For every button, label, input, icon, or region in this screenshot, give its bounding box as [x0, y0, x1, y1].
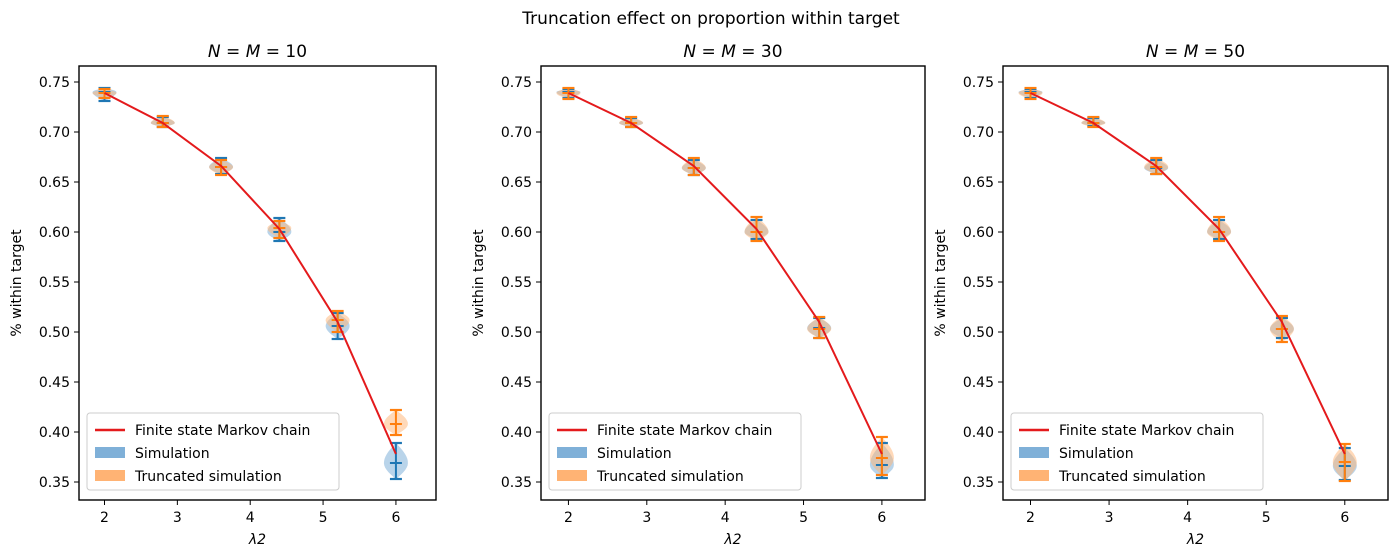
y-axis-label: % within target — [9, 229, 25, 337]
plot-frame — [1002, 65, 1389, 501]
x-tick-label: 2 — [564, 510, 573, 526]
legend-label-markov: Finite state Markov chain — [597, 423, 772, 439]
y-tick-label: 0.65 — [39, 175, 70, 191]
y-tick-label: 0.55 — [963, 275, 994, 291]
panel-title-variables: N = M = — [208, 42, 286, 62]
x-tick-label: 5 — [319, 510, 328, 526]
x-tick-label: 4 — [721, 510, 730, 526]
legend-label-markov: Finite state Markov chain — [1059, 423, 1234, 439]
legend-label-markov: Finite state Markov chain — [135, 423, 310, 439]
y-tick-label: 0.40 — [963, 425, 994, 441]
y-tick-label: 0.75 — [963, 75, 994, 91]
legend-label-simulation: Simulation — [135, 446, 210, 462]
y-tick-label: 0.60 — [39, 225, 70, 241]
x-tick-label: 2 — [1026, 510, 1035, 526]
legend-label-truncated: Truncated simulation — [1058, 469, 1206, 485]
markov-chain-line — [1030, 92, 1346, 455]
x-tick-label: 6 — [877, 510, 886, 526]
legend-swatch-truncated — [95, 470, 125, 481]
panel-title-variables: N = M = — [1146, 42, 1224, 62]
chart-panel-2: 0.35 0.40 0.45 0.50 0.55 0.60 0.65 0.70 0.75 2 3 4 5… — [471, 42, 926, 548]
y-axis-label: % within target — [471, 229, 487, 337]
y-tick-label: 0.45 — [39, 375, 70, 391]
figure-suptitle: Truncation effect on proportion within t… — [521, 9, 900, 29]
panel-title-value: 10 — [285, 42, 307, 62]
legend: Finite state Markov chain Simulation Trunc… — [86, 412, 340, 491]
y-tick-label: 0.60 — [963, 225, 994, 241]
y-tick-label: 0.35 — [963, 475, 994, 491]
chart-panel-3: 0.35 0.40 0.45 0.50 0.55 0.60 0.65 0.70 0.75 2 3 4 5… — [933, 42, 1389, 548]
legend-box — [1010, 412, 1264, 491]
y-tick-label: 0.70 — [963, 125, 994, 141]
markov-chain-line — [567, 92, 883, 455]
y-tick-label: 0.65 — [963, 175, 994, 191]
legend-swatch-simulation — [557, 447, 587, 458]
x-tick-label: 6 — [1340, 510, 1349, 526]
panel-title: N = M = 30 — [683, 42, 782, 62]
y-tick-label: 0.65 — [501, 175, 532, 191]
y-axis-label: % within target — [933, 229, 949, 337]
y-tick-label: 0.75 — [501, 75, 532, 91]
x-tick-label: 3 — [173, 510, 182, 526]
y-tick-label: 0.45 — [963, 375, 994, 391]
panel-title-value: 30 — [761, 42, 783, 62]
x-tick-label: 5 — [799, 510, 808, 526]
y-tick-label: 0.40 — [39, 425, 70, 441]
y-tick-label: 0.50 — [501, 325, 532, 341]
x-tick-label: 4 — [246, 510, 255, 526]
y-tick-label: 0.45 — [501, 375, 532, 391]
x-tick-label: 3 — [1105, 510, 1114, 526]
y-tick-label: 0.35 — [501, 475, 532, 491]
legend: Finite state Markov chain Simulation Trunc… — [548, 412, 802, 491]
legend-label-simulation: Simulation — [597, 446, 672, 462]
legend-swatch-truncated — [557, 470, 587, 481]
y-tick-label: 0.55 — [39, 275, 70, 291]
y-tick-label: 0.50 — [963, 325, 994, 341]
legend-box — [548, 412, 802, 491]
panel-title-variables: N = M = — [683, 42, 761, 62]
x-tick-label: 6 — [391, 510, 400, 526]
plot-frame — [78, 65, 437, 501]
y-tick-label: 0.70 — [501, 125, 532, 141]
legend-label-truncated: Truncated simulation — [596, 469, 744, 485]
legend-swatch-simulation — [1019, 447, 1049, 458]
y-tick-label: 0.75 — [39, 75, 70, 91]
x-tick-label: 3 — [642, 510, 651, 526]
y-tick-label: 0.70 — [39, 125, 70, 141]
y-tick-label: 0.35 — [39, 475, 70, 491]
x-axis-label: λ2 — [1186, 532, 1204, 548]
y-tick-label: 0.55 — [501, 275, 532, 291]
y-tick-label: 0.40 — [501, 425, 532, 441]
plot-frame — [540, 65, 926, 501]
legend-label-simulation: Simulation — [1059, 446, 1134, 462]
x-tick-label: 4 — [1183, 510, 1192, 526]
markov-chain-line — [104, 92, 397, 455]
x-tick-label: 5 — [1262, 510, 1271, 526]
x-tick-label: 2 — [100, 510, 109, 526]
legend-swatch-simulation — [95, 447, 125, 458]
x-axis-label: λ2 — [248, 532, 266, 548]
panel-title-value: 50 — [1223, 42, 1245, 62]
panel-title: N = M = 50 — [1146, 42, 1245, 62]
chart-panel-1: 0.35 0.40 0.45 0.50 0.55 0.60 0.65 0.70 0.75 2 3 4 5… — [9, 42, 437, 548]
panel-title: N = M = 10 — [208, 42, 307, 62]
legend-box — [86, 412, 340, 491]
y-tick-label: 0.60 — [501, 225, 532, 241]
x-axis-label: λ2 — [723, 532, 741, 548]
legend-swatch-truncated — [1019, 470, 1049, 481]
legend: Finite state Markov chain Simulation Trunc… — [1010, 412, 1264, 491]
legend-label-truncated: Truncated simulation — [134, 469, 282, 485]
y-tick-label: 0.50 — [39, 325, 70, 341]
